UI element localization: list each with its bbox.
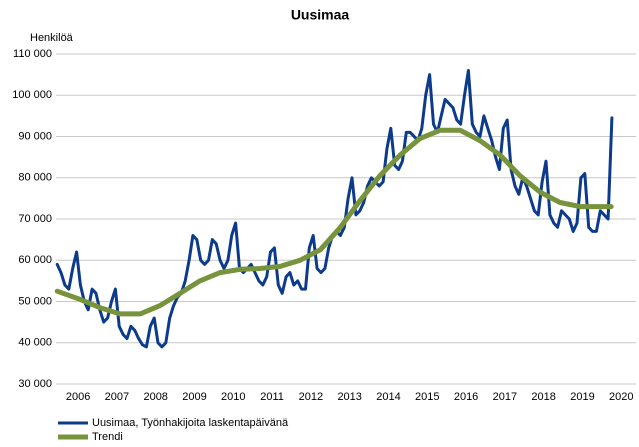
x-tick-label: 2015 [415, 391, 439, 403]
x-tick-label: 2008 [143, 391, 167, 403]
x-tick-label: 2014 [376, 391, 400, 403]
y-tick-label: 50 000 [18, 295, 52, 307]
y-tick-label: 70 000 [18, 213, 52, 225]
legend-label: Uusimaa, Työnhakijoita laskentapäivänä [92, 417, 289, 429]
y-tick-label: 30 000 [18, 378, 52, 390]
y-axis-label: Henkilöä [30, 32, 74, 44]
x-tick-label: 2017 [493, 391, 517, 403]
x-tick-label: 2006 [66, 391, 90, 403]
y-tick-label: 110 000 [13, 48, 52, 60]
x-tick-label: 2016 [454, 391, 478, 403]
y-tick-label: 60 000 [18, 254, 52, 266]
x-tick-label: 2007 [105, 391, 129, 403]
data-line [55, 69, 614, 349]
x-tick-label: 2011 [260, 391, 284, 403]
x-tick-label: 2018 [531, 391, 555, 403]
y-tick-label: 90 000 [18, 130, 52, 142]
y-tick-label: 100 000 [12, 89, 52, 101]
chart-title: Uusimaa [291, 7, 350, 23]
y-tick-label: 40 000 [18, 337, 52, 349]
x-tick-label: 2009 [182, 391, 206, 403]
x-tick-label: 2013 [337, 391, 361, 403]
x-tick-label: 2019 [570, 391, 594, 403]
x-tick-label: 2020 [609, 391, 633, 403]
x-tick-label: 2010 [221, 391, 245, 403]
y-tick-label: 80 000 [18, 172, 52, 184]
legend-label: Trendi [92, 431, 123, 443]
data-line [54, 127, 614, 317]
x-tick-label: 2012 [299, 391, 323, 403]
